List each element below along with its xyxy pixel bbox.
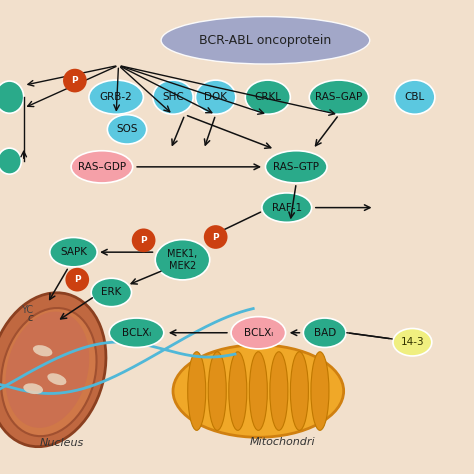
Text: CBL: CBL	[405, 92, 425, 102]
Ellipse shape	[33, 345, 52, 356]
Text: RAS–GAP: RAS–GAP	[315, 92, 363, 102]
Text: YC: YC	[21, 305, 34, 316]
Text: P: P	[140, 236, 147, 245]
Text: BCLXₗ: BCLXₗ	[244, 328, 273, 338]
Ellipse shape	[291, 352, 309, 430]
Ellipse shape	[109, 318, 164, 347]
Ellipse shape	[311, 352, 329, 430]
Text: P: P	[74, 275, 81, 284]
Ellipse shape	[71, 151, 133, 183]
Text: SOS: SOS	[116, 124, 138, 135]
Circle shape	[65, 268, 89, 292]
Text: c: c	[28, 312, 34, 323]
Ellipse shape	[6, 311, 89, 428]
Ellipse shape	[1, 308, 97, 436]
Ellipse shape	[161, 17, 370, 64]
Text: MEK1,
MEK2: MEK1, MEK2	[167, 249, 198, 271]
Ellipse shape	[173, 345, 344, 438]
Ellipse shape	[249, 352, 267, 430]
Text: Mitochondri: Mitochondri	[249, 437, 315, 447]
Ellipse shape	[265, 151, 327, 183]
Text: DOK: DOK	[204, 92, 227, 102]
Ellipse shape	[0, 148, 21, 174]
Ellipse shape	[47, 373, 66, 385]
Ellipse shape	[231, 317, 285, 349]
Text: P: P	[212, 233, 219, 241]
Ellipse shape	[229, 352, 247, 430]
Circle shape	[63, 69, 87, 92]
Circle shape	[204, 225, 228, 249]
Ellipse shape	[89, 80, 143, 114]
Circle shape	[132, 228, 155, 252]
Ellipse shape	[188, 352, 206, 430]
Text: GRB-2: GRB-2	[100, 92, 133, 102]
Text: ERK: ERK	[101, 287, 121, 298]
Ellipse shape	[50, 237, 97, 267]
Text: CRKL: CRKL	[255, 92, 281, 102]
Text: RAS–GDP: RAS–GDP	[78, 162, 126, 172]
Ellipse shape	[309, 80, 368, 114]
Text: RAS–GTP: RAS–GTP	[273, 162, 319, 172]
Text: SHC: SHC	[162, 92, 184, 102]
Ellipse shape	[155, 240, 210, 280]
Ellipse shape	[270, 352, 288, 430]
Text: BCR-ABL oncoprotein: BCR-ABL oncoprotein	[199, 34, 332, 47]
Text: Nucleus: Nucleus	[39, 438, 84, 448]
Ellipse shape	[107, 115, 147, 144]
Ellipse shape	[246, 80, 290, 114]
Ellipse shape	[303, 318, 346, 347]
Ellipse shape	[153, 80, 193, 114]
Text: 14-3: 14-3	[401, 337, 424, 347]
Text: BAD: BAD	[314, 328, 336, 338]
Text: BCLXₗ: BCLXₗ	[122, 328, 151, 338]
Ellipse shape	[393, 328, 432, 356]
Text: RAF-1: RAF-1	[272, 202, 302, 213]
Ellipse shape	[262, 193, 311, 222]
Ellipse shape	[23, 383, 43, 394]
Ellipse shape	[195, 80, 236, 114]
Ellipse shape	[0, 293, 106, 447]
Text: P: P	[72, 76, 78, 85]
Ellipse shape	[394, 80, 435, 114]
Ellipse shape	[91, 278, 131, 307]
Text: SAPK: SAPK	[60, 247, 87, 257]
Ellipse shape	[208, 352, 226, 430]
Ellipse shape	[0, 81, 24, 113]
